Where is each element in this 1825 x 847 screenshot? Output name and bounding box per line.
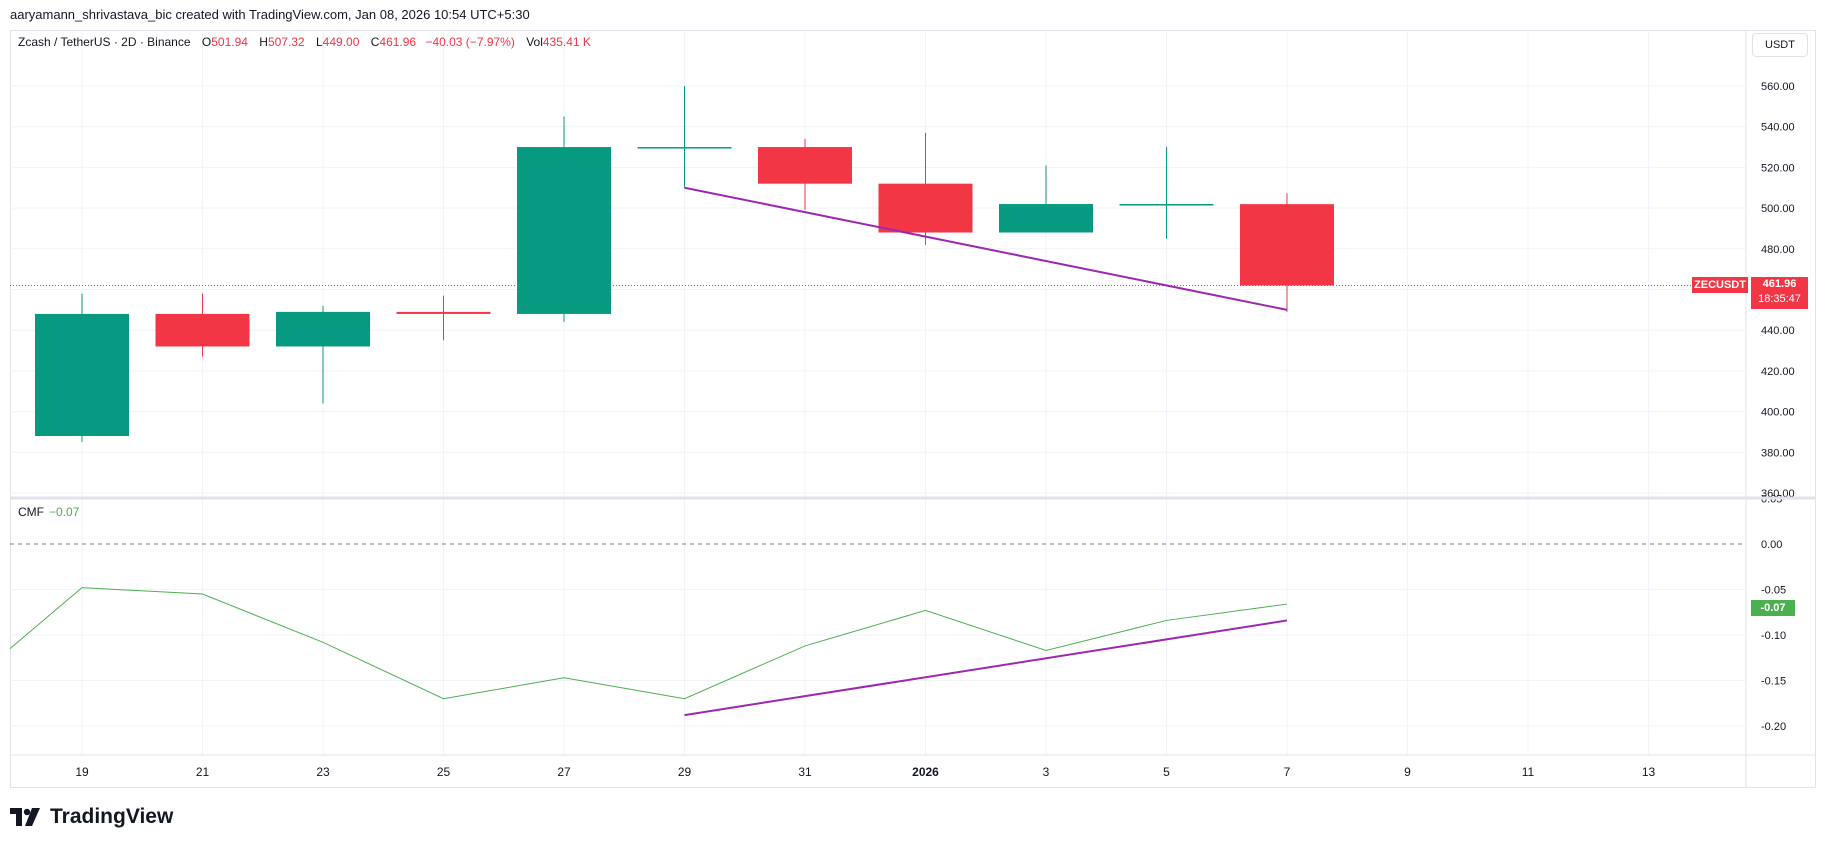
time-axis-label: 23 — [316, 765, 330, 779]
cmf-label: CMF — [18, 505, 44, 519]
last-price-value: 461.96 — [1762, 278, 1797, 290]
cmf-value-tag: -0.07 — [1751, 600, 1795, 616]
candle-body[interactable] — [637, 147, 732, 149]
time-axis-label: 5 — [1163, 765, 1170, 779]
volume-label: Vol — [526, 35, 543, 49]
price-trendline[interactable] — [684, 186, 1288, 311]
candle-body[interactable] — [999, 204, 1093, 233]
price-axis-label: 520.00 — [1761, 162, 1795, 174]
close-value: 461.96 — [379, 35, 417, 49]
candle-body[interactable] — [517, 147, 611, 314]
price-axis-label: 440.00 — [1761, 325, 1795, 337]
price-axis-label: 420.00 — [1761, 366, 1795, 378]
cmf-value: −0.07 — [49, 505, 80, 519]
candle-body[interactable] — [155, 313, 250, 347]
cmf-line[interactable] — [9, 587, 1288, 700]
low-label: L — [315, 35, 323, 49]
cmf-legend[interactable]: CMF −0.07 — [18, 505, 79, 519]
cmf-axis-label: -0.20 — [1761, 721, 1786, 733]
tradingview-logo[interactable]: TradingView — [10, 805, 173, 829]
last-price-tag: 461.96 18:35:47 — [1751, 277, 1808, 309]
chart-caption: aaryamann_shrivastava_bic created with T… — [10, 7, 530, 22]
time-axis-label: 11 — [1522, 765, 1535, 779]
cmf-axis-label: -0.15 — [1761, 676, 1786, 688]
low-value: 449.00 — [322, 35, 360, 49]
time-axis-label: 21 — [196, 765, 210, 779]
open-value: 501.94 — [211, 35, 248, 49]
time-axis-label: 3 — [1043, 765, 1050, 779]
candle-body[interactable] — [1240, 204, 1334, 286]
time-axis-label: 9 — [1404, 765, 1411, 779]
time-axis-label: 13 — [1642, 765, 1656, 779]
candle-body[interactable] — [35, 313, 129, 437]
open-label: O — [201, 35, 212, 49]
symbol-title[interactable]: Zcash / TetherUS · 2D · Binance — [18, 35, 191, 49]
time-axis-label: 27 — [557, 765, 571, 779]
candle-body[interactable] — [276, 311, 370, 347]
price-axis-label: 540.00 — [1761, 122, 1795, 134]
currency-button[interactable]: USDT — [1752, 33, 1808, 57]
tradingview-logo-icon — [10, 808, 40, 826]
cmf-axis-label: 0.00 — [1761, 539, 1782, 551]
time-axis-label: 7 — [1284, 765, 1291, 779]
time-axis-label: 2026 — [912, 765, 939, 779]
time-axis-label: 19 — [75, 765, 89, 779]
cmf-axis-label: -0.05 — [1761, 585, 1786, 597]
time-axis-label: 29 — [678, 765, 692, 779]
price-axis-label: 380.00 — [1761, 447, 1795, 459]
candle-body[interactable] — [758, 147, 852, 184]
price-axis-label: 500.00 — [1761, 203, 1795, 215]
price-axis-label: 560.00 — [1761, 81, 1795, 93]
time-axis-label: 31 — [798, 765, 812, 779]
candle-body[interactable] — [878, 183, 973, 233]
time-axis-label: 25 — [437, 765, 451, 779]
change-value: −40.03 (−7.97%) — [425, 35, 515, 49]
ticker-price-label: ZECUSDT — [1692, 277, 1748, 293]
high-label: H — [259, 35, 268, 49]
bar-countdown: 18:35:47 — [1758, 293, 1801, 305]
volume-value: 435.41 K — [542, 35, 591, 49]
cmf-trendline[interactable] — [684, 619, 1288, 717]
price-axis-label: 480.00 — [1761, 244, 1795, 256]
candle-body[interactable] — [396, 311, 491, 314]
close-label: C — [370, 35, 380, 49]
chart-frame — [10, 30, 1816, 788]
price-axis-label: 400.00 — [1761, 407, 1795, 419]
cmf-axis-label: -0.10 — [1761, 630, 1786, 642]
ohlc-legend: Zcash / TetherUS · 2D · Binance O501.94 … — [18, 35, 591, 49]
high-value: 507.32 — [267, 35, 305, 49]
candle-body[interactable] — [1119, 204, 1214, 206]
brand-name: TradingView — [50, 805, 174, 828]
chart-canvas[interactable]: 360.00380.00400.00420.00440.00460.00480.… — [0, 0, 1825, 800]
